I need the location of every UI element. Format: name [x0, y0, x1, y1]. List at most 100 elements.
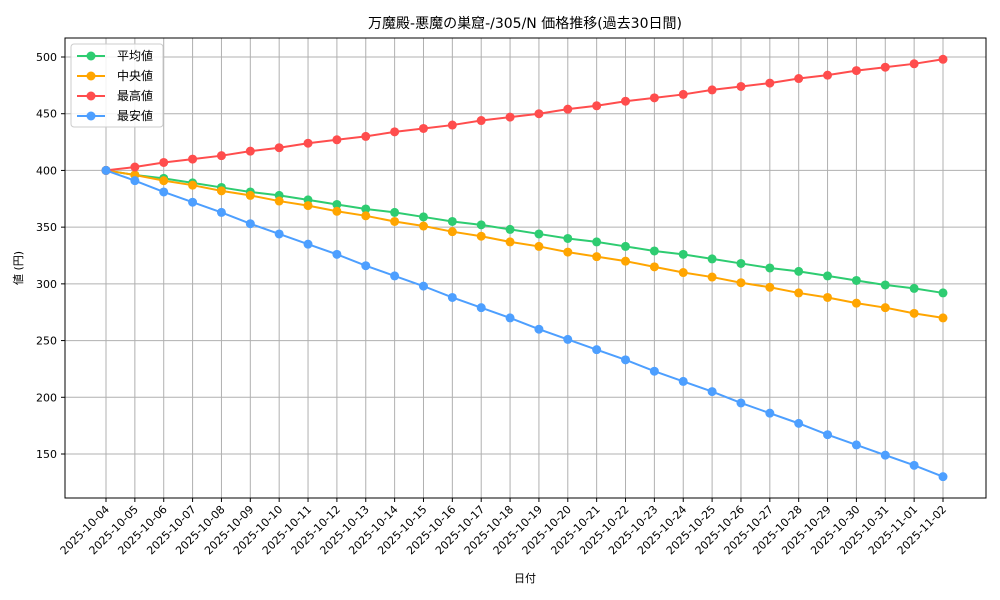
data-point [505, 313, 515, 323]
data-point [188, 180, 198, 190]
data-point [159, 187, 169, 197]
data-point [447, 292, 457, 302]
data-point [505, 224, 515, 234]
data-point [765, 282, 775, 292]
y-tick-label: 150 [36, 448, 57, 461]
data-point [534, 229, 544, 239]
data-point [476, 116, 486, 126]
data-point [823, 292, 833, 302]
data-point [447, 216, 457, 226]
data-point [765, 263, 775, 273]
data-point [216, 207, 226, 217]
data-point [130, 176, 140, 186]
data-point [361, 211, 371, 221]
data-point [621, 96, 631, 106]
data-point [245, 146, 255, 156]
data-point [592, 345, 602, 355]
data-point [476, 303, 486, 313]
data-point [880, 303, 890, 313]
data-point [649, 93, 659, 103]
data-point [418, 221, 428, 231]
data-point [216, 151, 226, 161]
data-point [563, 233, 573, 243]
data-point [245, 190, 255, 200]
data-point [418, 212, 428, 222]
y-axis: 150 200 250 300 350 400 450 500 [36, 51, 65, 461]
data-point [332, 249, 342, 259]
series-平均値 [101, 165, 948, 298]
data-point [938, 54, 948, 64]
series-line [105, 169, 944, 478]
y-tick-label: 200 [36, 391, 57, 404]
data-point [505, 112, 515, 122]
data-point [534, 109, 544, 119]
y-tick-label: 250 [36, 335, 57, 348]
data-point [938, 313, 948, 323]
data-point [649, 262, 659, 272]
series-line [105, 169, 944, 319]
legend-item: 最安値 [77, 108, 153, 123]
data-point [909, 59, 919, 69]
legend-marker-icon [86, 51, 96, 61]
data-point [880, 280, 890, 290]
data-point [563, 247, 573, 257]
data-point [390, 207, 400, 217]
data-point [823, 430, 833, 440]
data-point [823, 271, 833, 281]
data-point [707, 254, 717, 264]
series-最高値 [101, 54, 948, 175]
chart-title: 万魔殿-悪魔の巣窟-/305/N 価格推移(過去30日間) [368, 15, 682, 32]
data-point [649, 366, 659, 376]
data-point [332, 206, 342, 216]
data-point [909, 283, 919, 293]
y-axis-label: 値 (円) [12, 251, 25, 285]
legend-item: 最高値 [77, 88, 153, 103]
data-point [476, 231, 486, 241]
y-tick-label: 450 [36, 108, 57, 121]
legend-marker-icon [86, 111, 96, 121]
data-point [390, 127, 400, 137]
data-point [938, 472, 948, 482]
series-lines [101, 54, 948, 482]
data-point [216, 186, 226, 196]
data-point [361, 204, 371, 214]
data-point [707, 85, 717, 95]
data-point [736, 278, 746, 288]
data-point [592, 101, 602, 111]
data-point [621, 256, 631, 266]
data-point [534, 324, 544, 334]
data-point [592, 252, 602, 262]
data-point [938, 288, 948, 298]
data-point [159, 176, 169, 186]
data-point [880, 450, 890, 460]
data-point [909, 460, 919, 470]
data-point [678, 268, 688, 278]
data-point [245, 219, 255, 229]
data-point [303, 239, 313, 249]
data-point [101, 165, 111, 175]
plot-frame [64, 37, 987, 499]
data-point [361, 131, 371, 141]
data-point [707, 272, 717, 282]
legend-label: 中央値 [117, 68, 153, 83]
data-point [390, 216, 400, 226]
grid [65, 38, 986, 498]
series-line [105, 169, 944, 294]
data-point [736, 258, 746, 268]
data-point [303, 201, 313, 211]
data-point [447, 120, 457, 130]
data-point [851, 440, 861, 450]
data-point [274, 229, 284, 239]
data-point [592, 237, 602, 247]
data-point [274, 196, 284, 206]
data-point [794, 266, 804, 276]
y-tick-label: 300 [36, 278, 57, 291]
data-point [447, 227, 457, 237]
data-point [418, 281, 428, 291]
data-point [361, 261, 371, 271]
data-point [332, 135, 342, 145]
data-point [678, 249, 688, 259]
data-point [736, 81, 746, 91]
